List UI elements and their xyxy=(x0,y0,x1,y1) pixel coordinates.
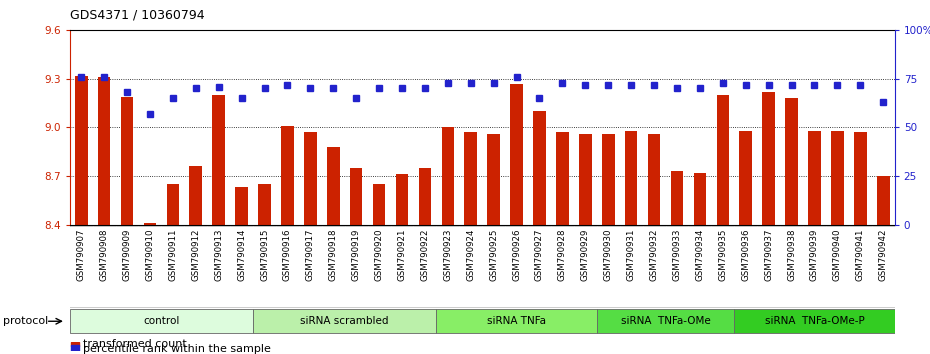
Text: GSM790939: GSM790939 xyxy=(810,229,819,281)
Bar xyxy=(71,343,79,346)
Bar xyxy=(831,131,844,225)
Text: GSM790914: GSM790914 xyxy=(237,229,246,281)
Bar xyxy=(212,95,225,225)
Bar xyxy=(327,147,339,225)
Text: GSM790920: GSM790920 xyxy=(375,229,383,281)
Bar xyxy=(121,97,133,225)
Text: GSM790936: GSM790936 xyxy=(741,229,751,281)
Text: GDS4371 / 10360794: GDS4371 / 10360794 xyxy=(70,9,205,22)
Bar xyxy=(350,168,363,225)
FancyBboxPatch shape xyxy=(735,309,895,333)
Text: GSM790911: GSM790911 xyxy=(168,229,178,281)
Bar xyxy=(464,132,477,225)
Text: GSM790913: GSM790913 xyxy=(214,229,223,281)
Text: GSM790938: GSM790938 xyxy=(787,229,796,281)
Text: siRNA  TNFa-OMe: siRNA TNFa-OMe xyxy=(620,316,711,326)
Text: GSM790909: GSM790909 xyxy=(123,229,131,281)
Bar xyxy=(235,188,248,225)
Bar xyxy=(877,176,889,225)
Text: GSM790907: GSM790907 xyxy=(76,229,86,281)
Text: GSM790922: GSM790922 xyxy=(420,229,430,281)
Text: percentile rank within the sample: percentile rank within the sample xyxy=(83,343,271,354)
Text: GSM790928: GSM790928 xyxy=(558,229,567,281)
FancyBboxPatch shape xyxy=(253,309,436,333)
Text: siRNA  TNFa-OMe-P: siRNA TNFa-OMe-P xyxy=(764,316,864,326)
Bar xyxy=(648,134,660,225)
Text: GSM790942: GSM790942 xyxy=(879,229,888,281)
Text: GSM790921: GSM790921 xyxy=(397,229,406,281)
Bar xyxy=(395,175,408,225)
Bar xyxy=(259,184,271,225)
Bar xyxy=(671,171,684,225)
Bar xyxy=(808,131,821,225)
Bar xyxy=(418,168,432,225)
Bar xyxy=(98,77,111,225)
Text: GSM790917: GSM790917 xyxy=(306,229,315,281)
Bar xyxy=(511,84,523,225)
Bar xyxy=(694,173,706,225)
Bar xyxy=(166,184,179,225)
Text: GSM790934: GSM790934 xyxy=(696,229,704,281)
Bar xyxy=(602,134,615,225)
Text: control: control xyxy=(143,316,179,326)
FancyBboxPatch shape xyxy=(70,309,253,333)
Bar xyxy=(281,126,294,225)
Text: GSM790930: GSM790930 xyxy=(604,229,613,281)
Text: GSM790910: GSM790910 xyxy=(145,229,154,281)
Text: protocol: protocol xyxy=(3,316,48,326)
Text: GSM790923: GSM790923 xyxy=(444,229,452,281)
Text: siRNA scrambled: siRNA scrambled xyxy=(300,316,389,326)
Bar xyxy=(373,184,385,225)
Bar xyxy=(625,131,637,225)
Bar xyxy=(716,95,729,225)
Text: GSM790929: GSM790929 xyxy=(581,229,590,281)
Text: GSM790937: GSM790937 xyxy=(764,229,773,281)
Text: GSM790926: GSM790926 xyxy=(512,229,521,281)
Text: GSM790933: GSM790933 xyxy=(672,229,682,281)
Bar xyxy=(785,98,798,225)
Bar xyxy=(487,134,500,225)
Bar xyxy=(533,111,546,225)
Text: GSM790919: GSM790919 xyxy=(352,229,361,281)
Bar xyxy=(739,131,752,225)
Bar xyxy=(75,75,87,225)
Bar xyxy=(442,127,454,225)
Text: GSM790935: GSM790935 xyxy=(718,229,727,281)
Text: GSM790912: GSM790912 xyxy=(192,229,200,281)
Text: GSM790941: GSM790941 xyxy=(856,229,865,281)
Text: GSM790924: GSM790924 xyxy=(466,229,475,281)
Text: GSM790915: GSM790915 xyxy=(260,229,269,281)
Text: GSM790927: GSM790927 xyxy=(535,229,544,281)
Text: GSM790932: GSM790932 xyxy=(649,229,658,281)
Text: GSM790916: GSM790916 xyxy=(283,229,292,281)
Text: GSM790918: GSM790918 xyxy=(329,229,338,281)
Text: GSM790931: GSM790931 xyxy=(627,229,635,281)
Bar xyxy=(763,92,775,225)
Bar xyxy=(556,132,569,225)
Text: GSM790925: GSM790925 xyxy=(489,229,498,281)
Bar xyxy=(190,166,202,225)
FancyBboxPatch shape xyxy=(436,309,597,333)
FancyBboxPatch shape xyxy=(597,309,735,333)
Text: siRNA TNFa: siRNA TNFa xyxy=(487,316,546,326)
Bar xyxy=(143,223,156,225)
Bar xyxy=(579,134,591,225)
Text: GSM790940: GSM790940 xyxy=(833,229,842,281)
Bar xyxy=(854,132,867,225)
Text: GSM790908: GSM790908 xyxy=(100,229,109,281)
Bar xyxy=(304,132,316,225)
Text: transformed count: transformed count xyxy=(83,339,187,349)
